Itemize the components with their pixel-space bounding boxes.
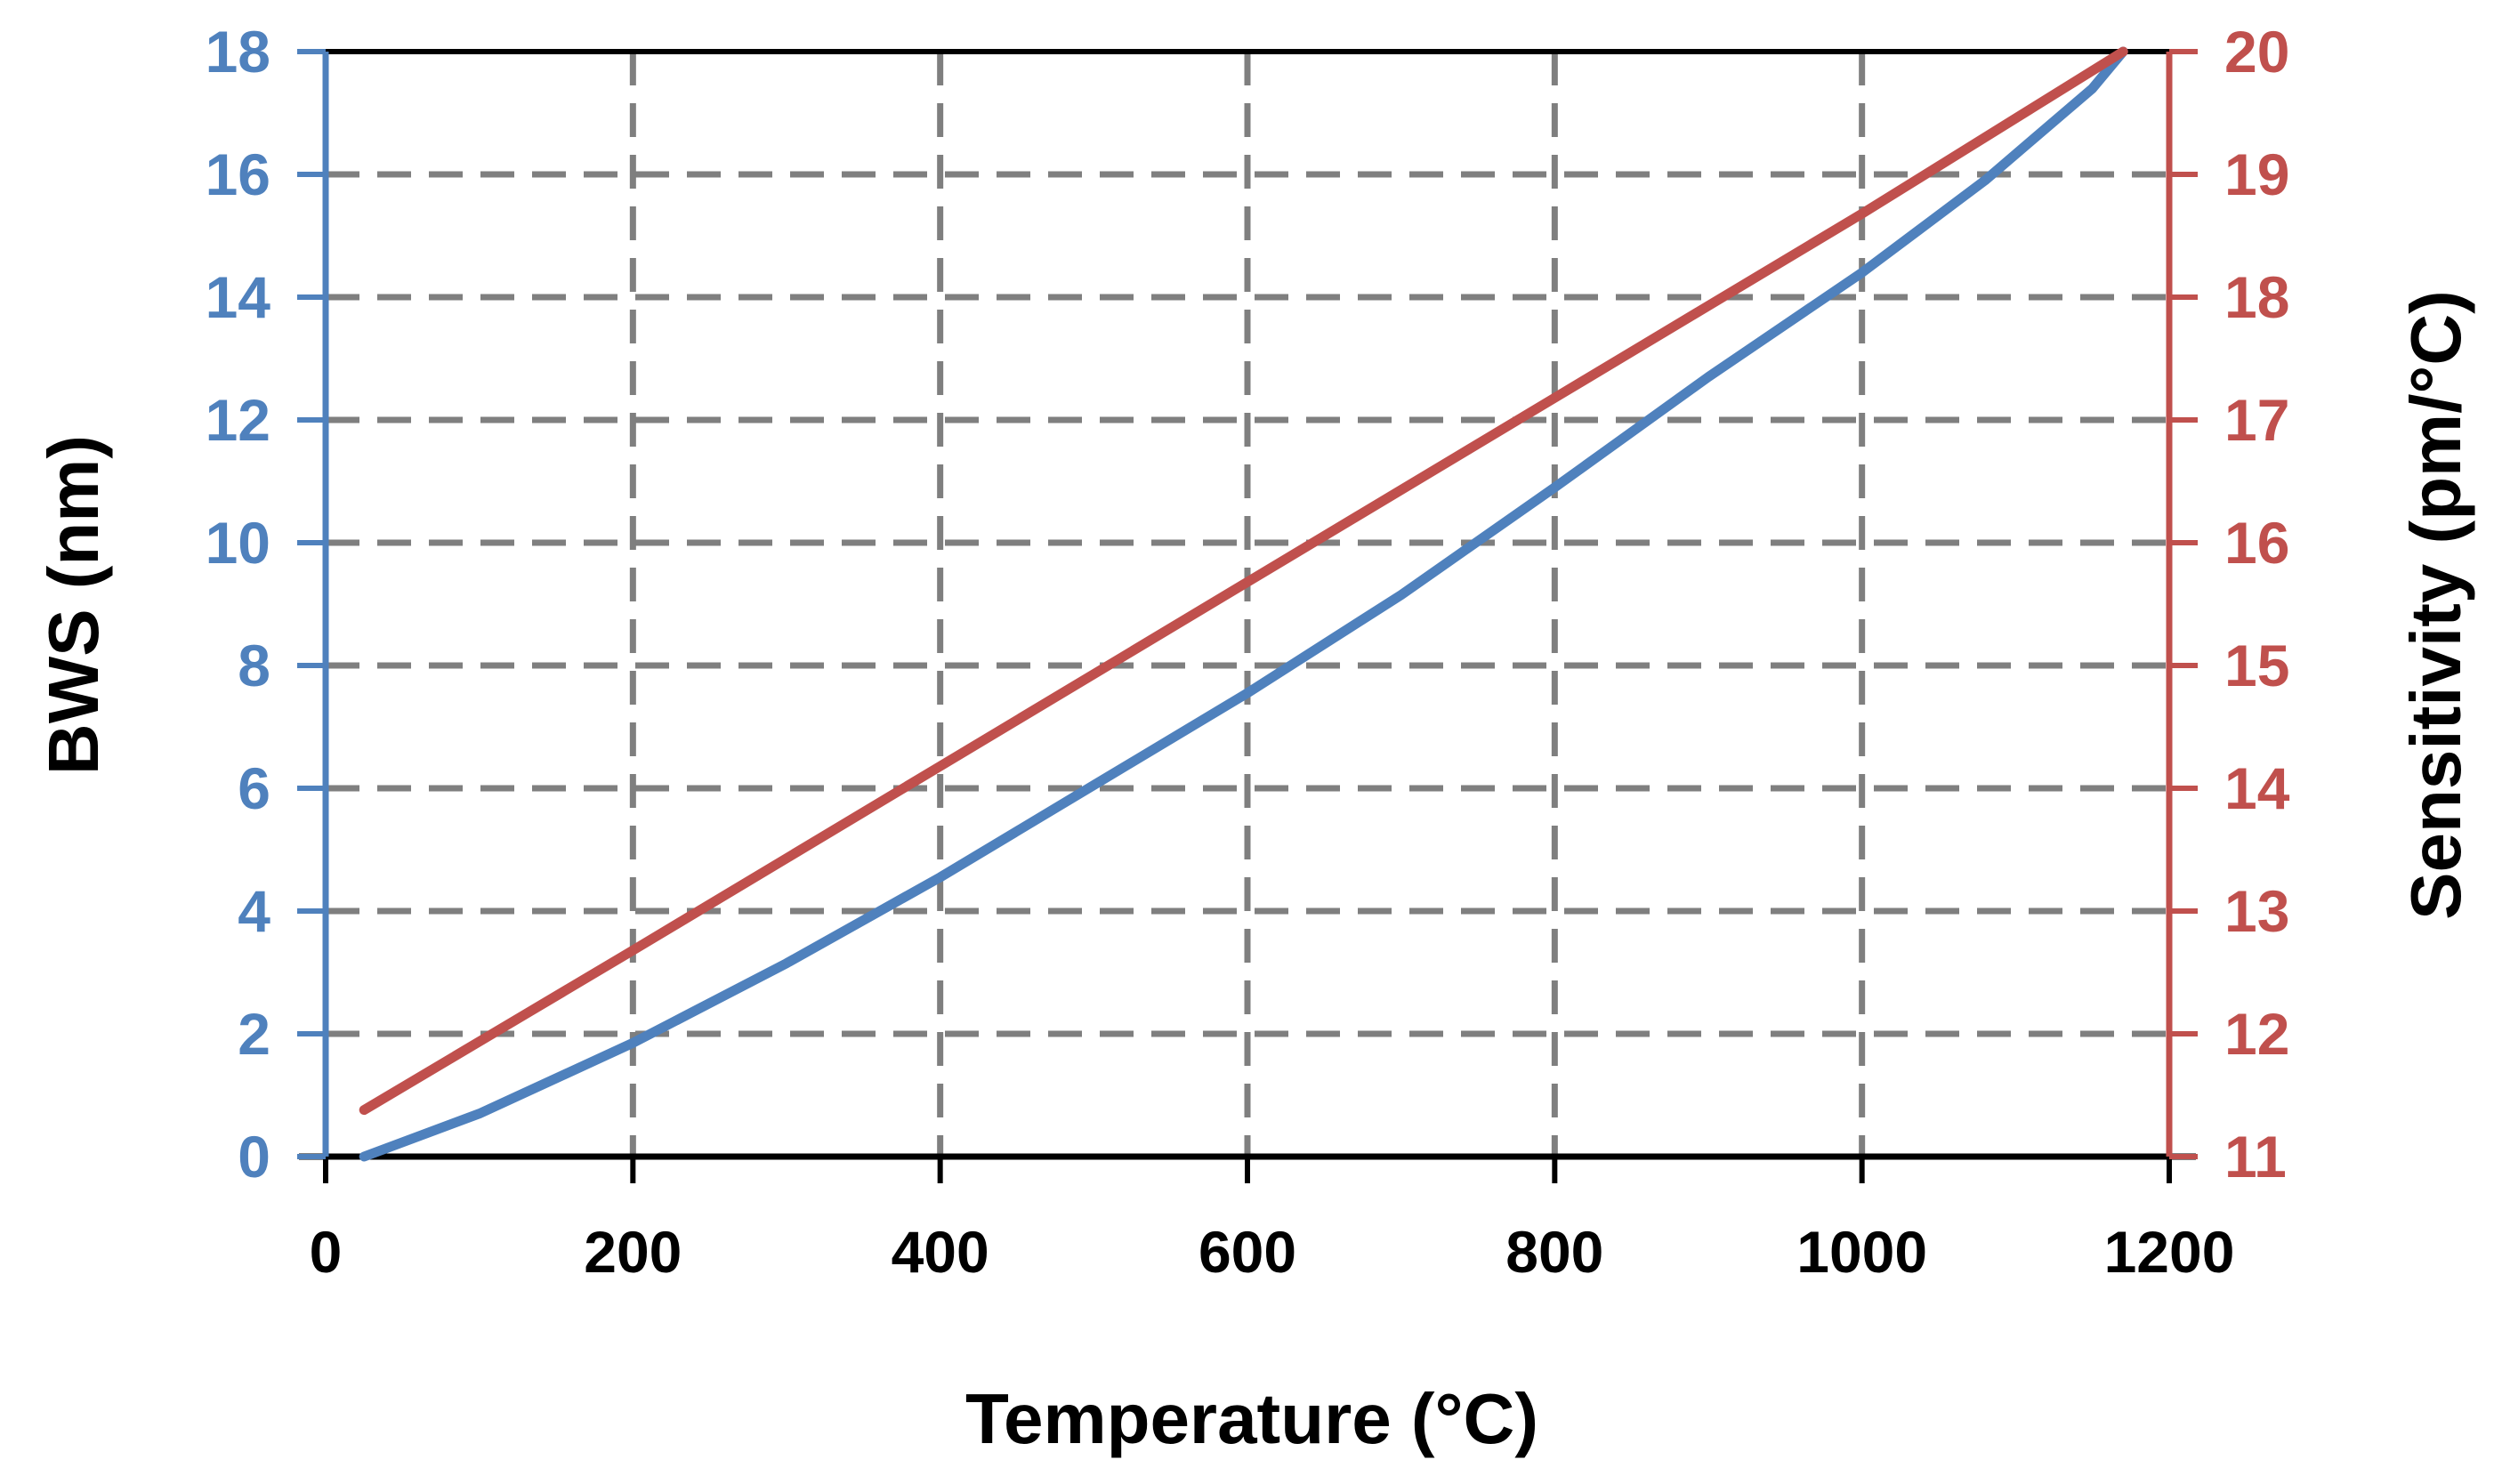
sensitivity-series-line [359,46,2128,1116]
y-left-tick-label: 10 [206,510,270,576]
y-left-tick-label: 16 [206,141,270,207]
y-left-tick-label: 2 [238,1001,270,1067]
y-right-tick-label: 17 [2224,387,2289,453]
x-tick-label: 1000 [1796,1219,1927,1285]
bws-series-line [359,46,2128,1162]
x-tick-label: 1200 [2104,1219,2235,1285]
y-right-tick-label: 18 [2224,264,2289,330]
x-tick-label: 0 [310,1219,343,1285]
x-tick-label: 600 [1199,1219,1296,1285]
y-right-axis-title: Sensitivity (pm/°C) [2396,290,2475,920]
x-tick-label: 800 [1505,1219,1603,1285]
y-right-tick-label: 15 [2224,633,2289,698]
y-right-tick-label: 16 [2224,510,2289,576]
y-right-tick-label: 13 [2224,878,2289,944]
grid-layer [326,52,2169,1157]
y-left-tick-label: 6 [238,755,270,821]
y-left-tick-label: 0 [238,1124,270,1190]
x-axis-title: Temperature (°C) [965,1379,1538,1458]
y-right-tick-label: 19 [2224,141,2289,207]
frame-layer [297,49,2198,1183]
y-right-tick-label: 11 [2224,1124,2287,1190]
y-left-tick-label: 4 [238,878,270,944]
tick-layer: 0 200 400 600 800 1000 1200 0 2 4 6 8 10 12 14 16 18 11 12… [206,19,2290,1285]
y-left-tick-label: 8 [238,633,270,698]
x-tick-label: 400 [892,1219,989,1285]
y-right-tick-label: 14 [2224,755,2290,821]
y-left-tick-label: 14 [206,264,271,330]
y-right-tick-label: 12 [2224,1001,2289,1067]
series-layer [359,46,2128,1162]
y-right-tick-label: 20 [2224,19,2289,85]
y-left-tick-label: 12 [206,387,270,453]
x-tick-label: 200 [584,1219,682,1285]
y-left-axis-title: BWS (nm) [34,435,113,775]
y-left-tick-label: 18 [206,19,270,85]
